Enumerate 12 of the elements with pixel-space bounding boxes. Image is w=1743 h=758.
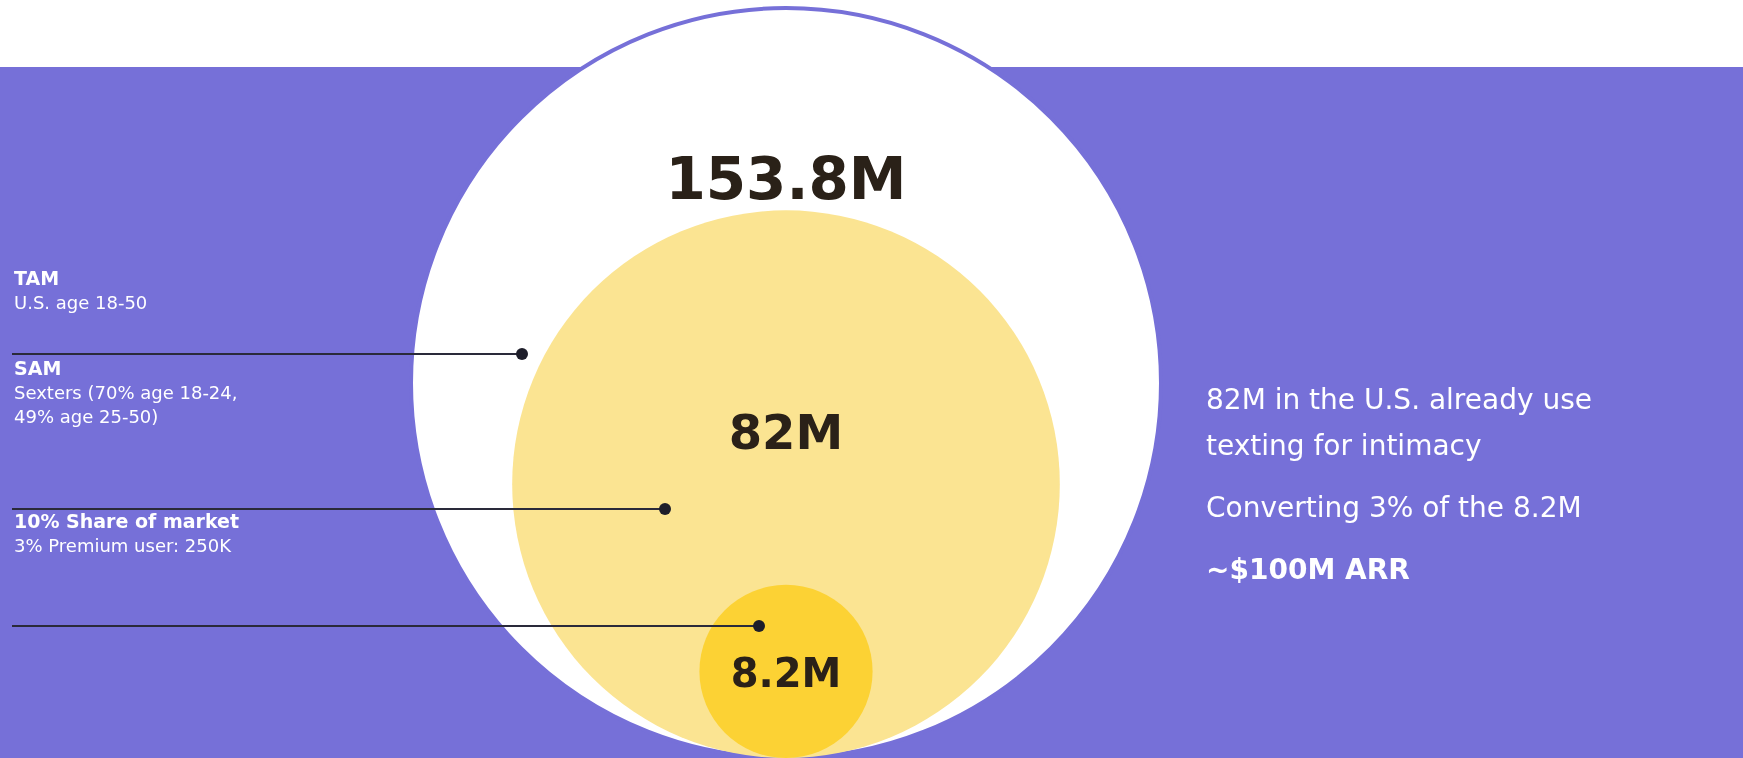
data-label: 82M bbox=[728, 404, 844, 460]
text: Sexters (70% age 18-24, 49% age 25-50) bbox=[14, 382, 238, 427]
category-label: SAM bbox=[14, 357, 62, 379]
text: ~$100M ARR bbox=[1206, 553, 1410, 586]
text: 3% Premium user: 250K bbox=[14, 535, 233, 556]
category-label: 10% Share of market bbox=[14, 510, 240, 532]
text: Converting 3% of the 8.2M bbox=[1206, 491, 1582, 524]
data-label: 8.2M bbox=[730, 650, 842, 696]
category-label: TAM bbox=[14, 267, 60, 289]
data-label: 153.8M bbox=[665, 145, 907, 214]
text: 82M in the U.S. already use texting for intimacy bbox=[1206, 383, 1592, 462]
text: U.S. age 18-50 bbox=[14, 292, 148, 313]
